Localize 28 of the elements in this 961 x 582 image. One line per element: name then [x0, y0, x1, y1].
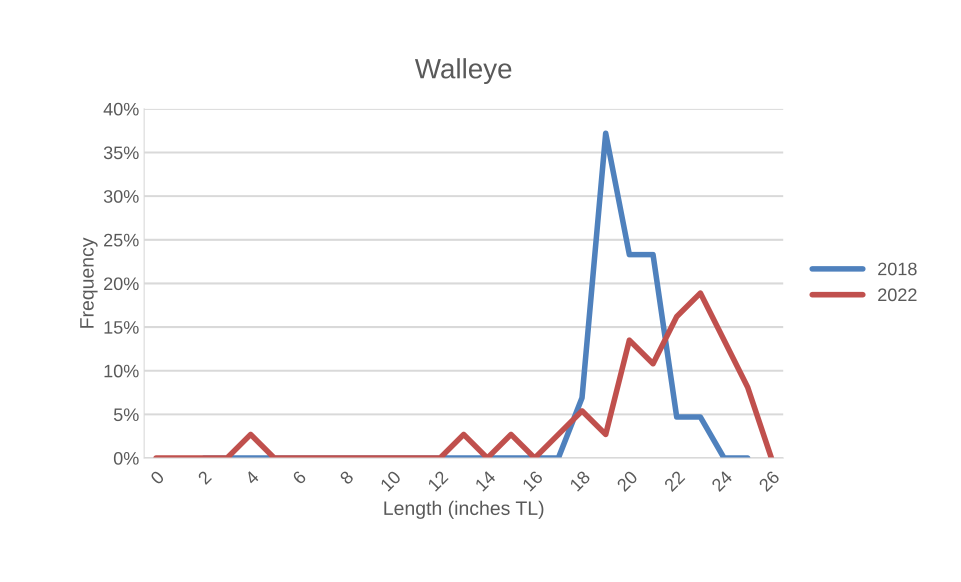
x-tick-label: 18 [569, 470, 591, 492]
y-tick-label: 35% [104, 146, 139, 160]
x-axis-title: Length (inches TL) [384, 500, 544, 519]
chart-title: Walleye [414, 58, 512, 84]
x-tick-label: 10 [380, 470, 402, 492]
y-tick-label: 20% [104, 277, 139, 290]
y-axis-title: Frequency [80, 238, 98, 328]
x-tick-label: 12 [427, 470, 449, 492]
legend-label: 2018 [878, 262, 917, 276]
x-tick-label: 16 [522, 470, 544, 492]
y-tick-label: 30% [104, 190, 139, 203]
x-tick-label: 4 [244, 470, 260, 486]
x-tick-label: 20 [616, 470, 638, 492]
x-tick-label: 14 [474, 470, 496, 492]
x-tick-label: 8 [339, 470, 354, 486]
y-tick-label: 0% [114, 452, 139, 465]
x-tick-label: 22 [663, 470, 686, 492]
y-tick-label: 25% [104, 234, 139, 247]
x-tick-label: 24 [710, 470, 733, 492]
x-tick-label: 2 [197, 470, 212, 485]
y-tick-label: 40% [104, 102, 139, 116]
y-tick-label: 5% [114, 408, 139, 422]
legend-label: 2022 [878, 288, 917, 302]
y-tick-label: 15% [104, 321, 139, 334]
y-tick-label: 10% [104, 364, 139, 378]
x-tick-label: 6 [292, 470, 307, 485]
x-tick-label: 26 [758, 470, 780, 492]
x-tick-label: 0 [150, 470, 165, 486]
